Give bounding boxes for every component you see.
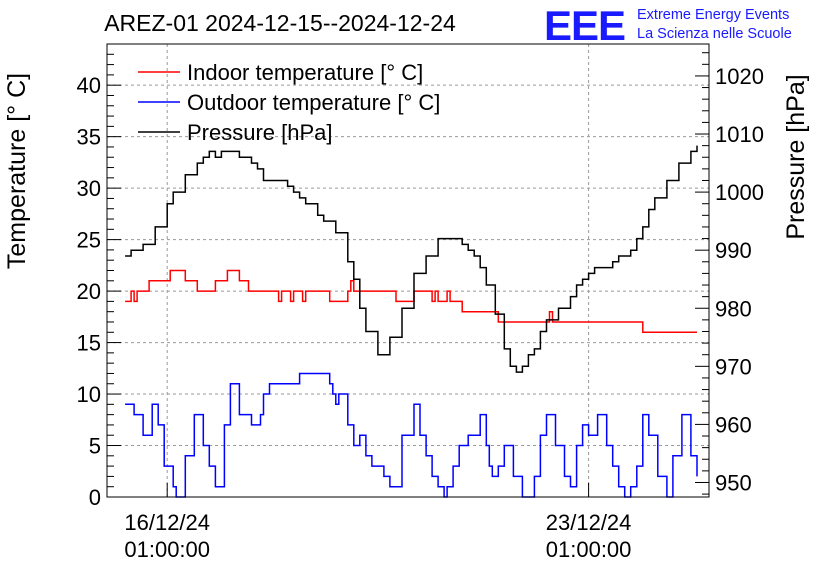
legend-label: Pressure [hPa] [187, 120, 333, 145]
y-right-tick-label: 1010 [715, 122, 764, 147]
y-left-tick-label: 20 [77, 279, 101, 304]
y-left-tick-label: 15 [77, 331, 101, 356]
brand-line-1: Extreme Energy Events [637, 7, 789, 23]
brand-logo: EEE Extreme Energy Events La Scienza nel… [544, 2, 792, 49]
series-line-1 [125, 269, 697, 334]
y-left-tick-label: 0 [89, 485, 101, 510]
y-left-tick-label: 10 [77, 382, 101, 407]
y-right-tick-label: 950 [715, 470, 752, 495]
y-left-tick-label: 5 [89, 434, 101, 459]
chart-title: AREZ-01 2024-12-15--2024-12-24 [104, 10, 456, 36]
series-line-3 [125, 145, 698, 373]
brand-line-2: La Scienza nelle Scuole [637, 26, 792, 42]
y-right-tick-label: 980 [715, 296, 752, 321]
y-left-tick-label: 25 [77, 228, 101, 253]
x-tick-label-date: 23/12/24 [546, 510, 632, 535]
y-right-tick-label: 990 [715, 238, 752, 263]
y-axis-label-left: Temperature [° C] [3, 73, 31, 269]
legend-label: Outdoor temperature [° C] [187, 90, 440, 115]
y-right-tick-label: 960 [715, 412, 752, 437]
eee-logo: EEE [544, 2, 625, 49]
y-right-tick-label: 970 [715, 354, 752, 379]
x-tick-label-time: 01:00:00 [546, 537, 632, 562]
legend: Indoor temperature [° C] Outdoor temperat… [138, 60, 440, 145]
tick-labels: 0 5 10 15 20 25 30 35 40 950 960 970 980 990 1000 1010 1… [77, 64, 764, 562]
y-left-tick-label: 30 [77, 176, 101, 201]
y-right-tick-label: 1000 [715, 180, 764, 205]
y-left-tick-label: 35 [77, 125, 101, 150]
x-tick-label-time: 01:00:00 [124, 537, 210, 562]
x-tick-label-date: 16/12/24 [124, 510, 210, 535]
axis-ticks [107, 43, 709, 498]
grid [107, 44, 709, 497]
series-layer [125, 145, 698, 498]
y-right-tick-label: 1020 [715, 64, 764, 89]
series-line-2 [125, 372, 698, 498]
y-left-tick-label: 40 [77, 73, 101, 98]
y-axis-label-right: Pressure [hPa] [782, 74, 810, 239]
legend-label: Indoor temperature [° C] [187, 60, 423, 85]
